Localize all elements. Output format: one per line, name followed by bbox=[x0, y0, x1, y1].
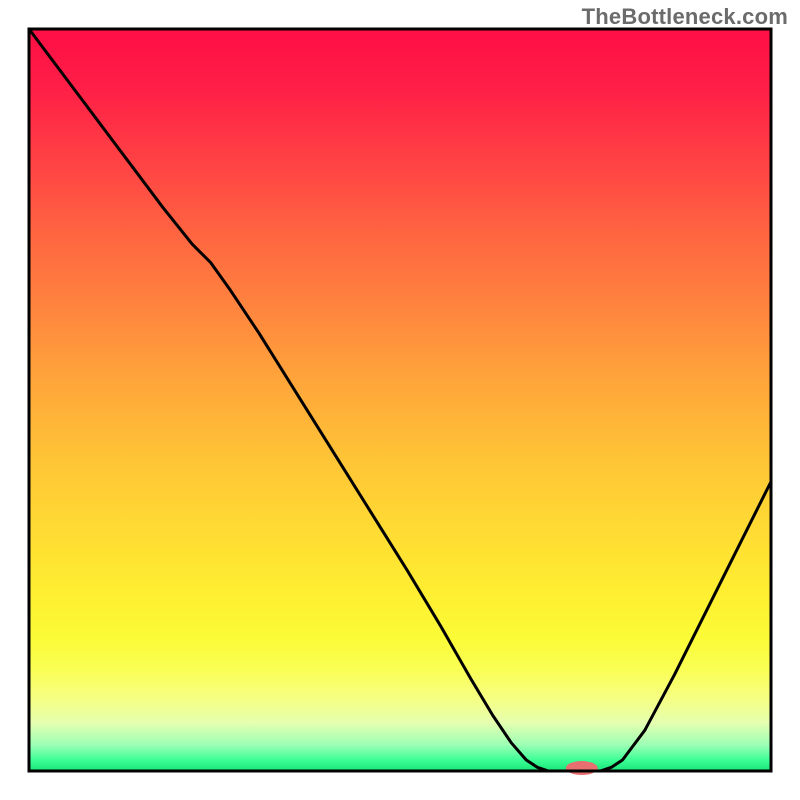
optimal-marker bbox=[566, 761, 598, 775]
plot-background bbox=[29, 29, 771, 771]
watermark-text: TheBottleneck.com bbox=[582, 4, 788, 30]
chart-svg bbox=[0, 0, 800, 800]
bottleneck-chart: TheBottleneck.com bbox=[0, 0, 800, 800]
